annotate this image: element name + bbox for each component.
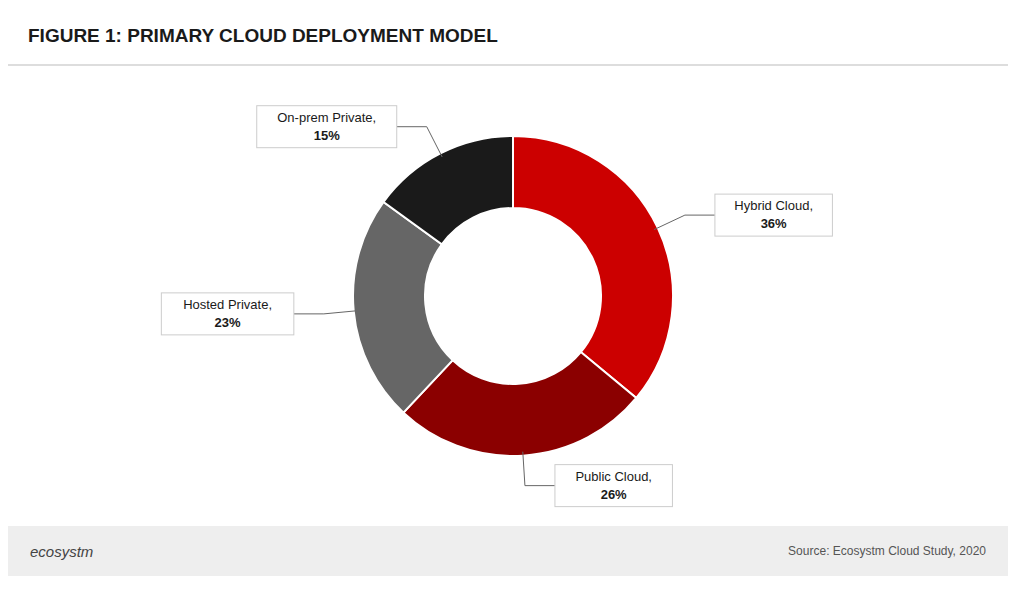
svg-text:On-prem Private,: On-prem Private, [277, 110, 376, 125]
svg-text:15%: 15% [314, 128, 340, 143]
svg-text:Public Cloud,: Public Cloud, [575, 469, 652, 484]
svg-text:Hybrid Cloud,: Hybrid Cloud, [734, 198, 813, 213]
svg-text:26%: 26% [601, 487, 627, 502]
html-text:FIGURE 1: PRIMARY CLOUD DEPLOY: FIGURE 1: PRIMARY CLOUD DEPLOYMENT MODEL [28, 25, 498, 46]
svg-text:Hosted Private,: Hosted Private, [183, 297, 272, 312]
html-text:Source: Ecosystm Cloud Study,: Source: Ecosystm Cloud Study, 2020 [788, 544, 986, 558]
html-text:ecosystm: ecosystm [30, 542, 94, 560]
svg-text:36%: 36% [761, 216, 787, 231]
svg-text:23%: 23% [215, 315, 241, 330]
